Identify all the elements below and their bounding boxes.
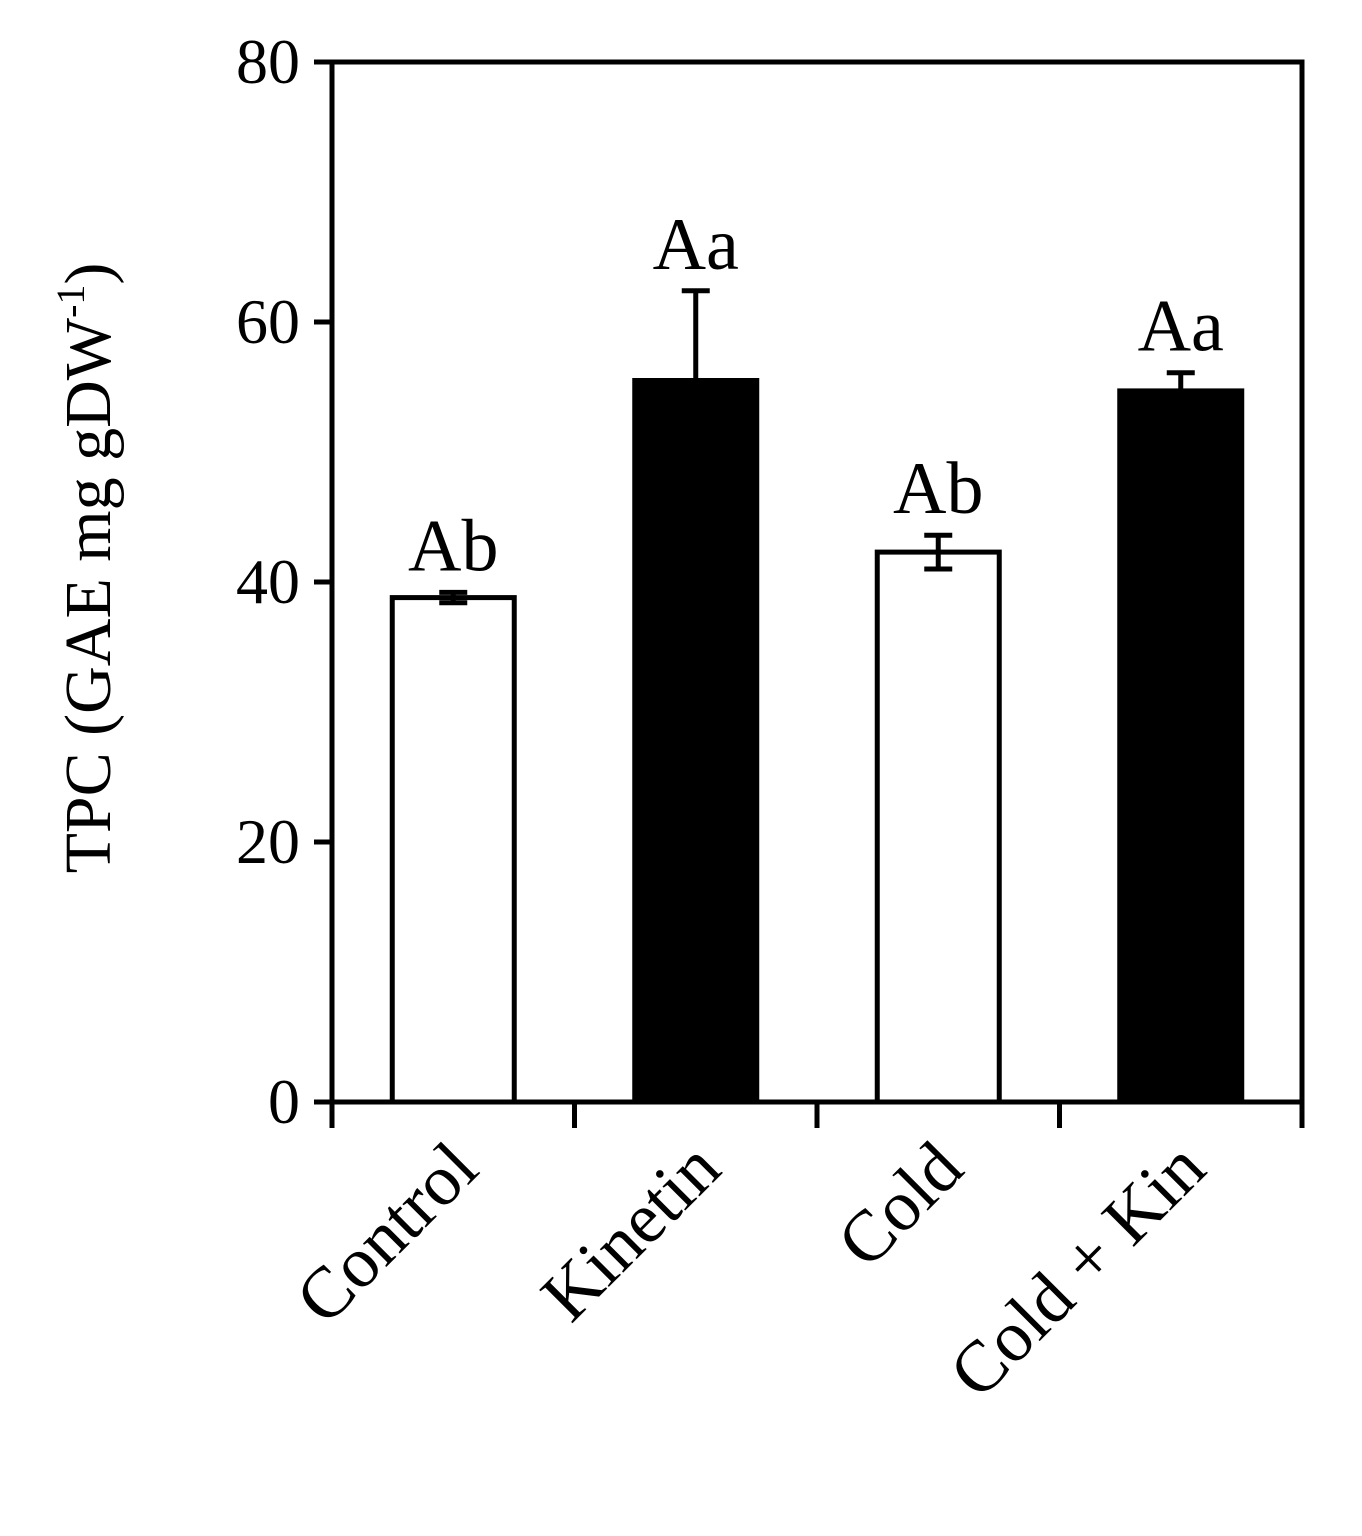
significance-label: Ab	[893, 448, 983, 530]
y-tick-label: 80	[236, 26, 300, 97]
y-tick-label: 0	[268, 1066, 300, 1137]
y-tick-label: 20	[236, 806, 300, 877]
bar-control	[389, 595, 517, 1105]
x-category-label: Kinetin	[526, 1127, 735, 1336]
significance-label: Aa	[1138, 286, 1224, 368]
x-category-label: Cold + Kin	[934, 1127, 1220, 1413]
bar-kinetin	[632, 378, 760, 1105]
y-axis-title: TPC (GAE mg gDW-1)	[48, 263, 125, 874]
x-category-label: Cold	[822, 1127, 978, 1283]
bars: Ab Aa Ab Aa	[389, 204, 1245, 1105]
bar-cold-kin	[1117, 388, 1245, 1105]
x-category-label: Control	[280, 1127, 492, 1339]
y-tick-label: 40	[236, 546, 300, 617]
y-tick-label: 60	[236, 286, 300, 357]
significance-label: Ab	[408, 505, 498, 587]
bar-cold	[874, 549, 1002, 1105]
y-axis-ticks: 0 20 40 60 80	[236, 26, 332, 1137]
significance-label: Aa	[653, 204, 739, 286]
